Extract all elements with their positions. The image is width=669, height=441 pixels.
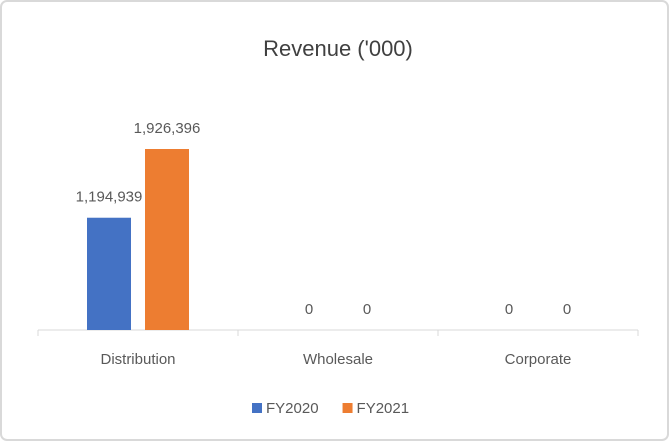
legend-label: FY2021: [357, 400, 410, 417]
bar: [87, 217, 131, 330]
value-label: 0: [563, 301, 571, 318]
legend-swatch: [342, 403, 353, 413]
chart-title: Revenue ('000): [263, 36, 413, 61]
legend-swatch: [252, 403, 262, 413]
value-label: 1,194,939: [76, 189, 143, 206]
legend-label: FY2020: [266, 400, 319, 417]
value-label: 0: [363, 301, 371, 318]
value-label: 1,926,396: [134, 120, 201, 137]
x-tick-label: Wholesale: [303, 351, 373, 368]
x-tick-label: Distribution: [100, 351, 175, 368]
x-tick-label: Corporate: [505, 351, 572, 368]
value-label: 0: [505, 301, 513, 318]
bar: [145, 149, 189, 330]
value-label: 0: [305, 301, 313, 318]
